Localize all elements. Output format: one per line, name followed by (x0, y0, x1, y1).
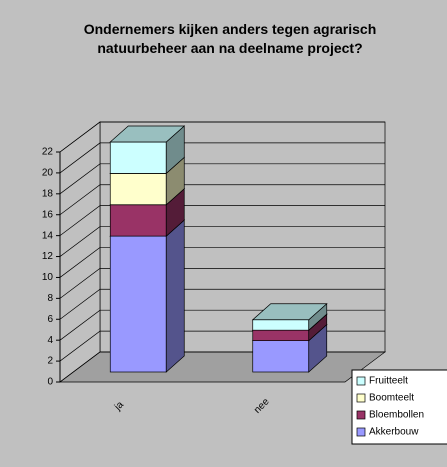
y-tick-label: 8 (47, 293, 53, 304)
y-tick-label: 2 (47, 356, 53, 367)
grid-line (59, 205, 385, 236)
y-tick-label: 12 (42, 251, 54, 262)
y-tick-label: 0 (47, 377, 53, 388)
bar (109, 141, 167, 174)
bar (252, 340, 310, 373)
grid-line (59, 288, 385, 320)
grid-line (59, 247, 385, 278)
grid-line (59, 121, 385, 153)
y-tick-label: 22 (42, 147, 54, 158)
legend-swatch (356, 427, 366, 437)
y-tick-label: 10 (42, 272, 54, 283)
bar (109, 173, 167, 206)
legend-label: Fruitteelt (369, 376, 408, 387)
legend-label: Boomteelt (369, 393, 414, 404)
floor (58, 351, 387, 383)
y-tick-label: 18 (42, 188, 54, 199)
grid-line (59, 226, 385, 257)
x-tick-label: nee (252, 396, 272, 416)
grid-line (59, 163, 385, 195)
y-tick-label: 4 (47, 335, 53, 346)
bar (109, 235, 167, 373)
legend-label: Akkerbouw (369, 427, 419, 438)
legend: Fruitteelt Boomteelt Bloembollen Akkerbouw (351, 369, 447, 445)
legend-label: Bloembollen (369, 410, 424, 421)
y-tick-label: 16 (42, 209, 54, 220)
grid-line (59, 142, 385, 174)
x-tick-label: ja (112, 399, 126, 413)
bar (252, 329, 310, 341)
grid-line (59, 184, 385, 216)
y-tick-label: 20 (42, 168, 54, 179)
legend-swatch (356, 376, 366, 386)
bar (109, 204, 167, 237)
y-tick-label: 14 (42, 230, 54, 241)
legend-box (351, 369, 447, 445)
legend-swatch (356, 410, 366, 420)
bar-top (251, 303, 328, 321)
chart-title: Ondernemers kijken anders tegen agrarisc… (83, 21, 377, 56)
legend-swatch (356, 393, 366, 403)
bar-side (165, 219, 185, 373)
bar (252, 319, 310, 331)
y-tick-label: 6 (47, 314, 53, 325)
bar-top (109, 125, 186, 143)
grid-line (59, 268, 385, 299)
